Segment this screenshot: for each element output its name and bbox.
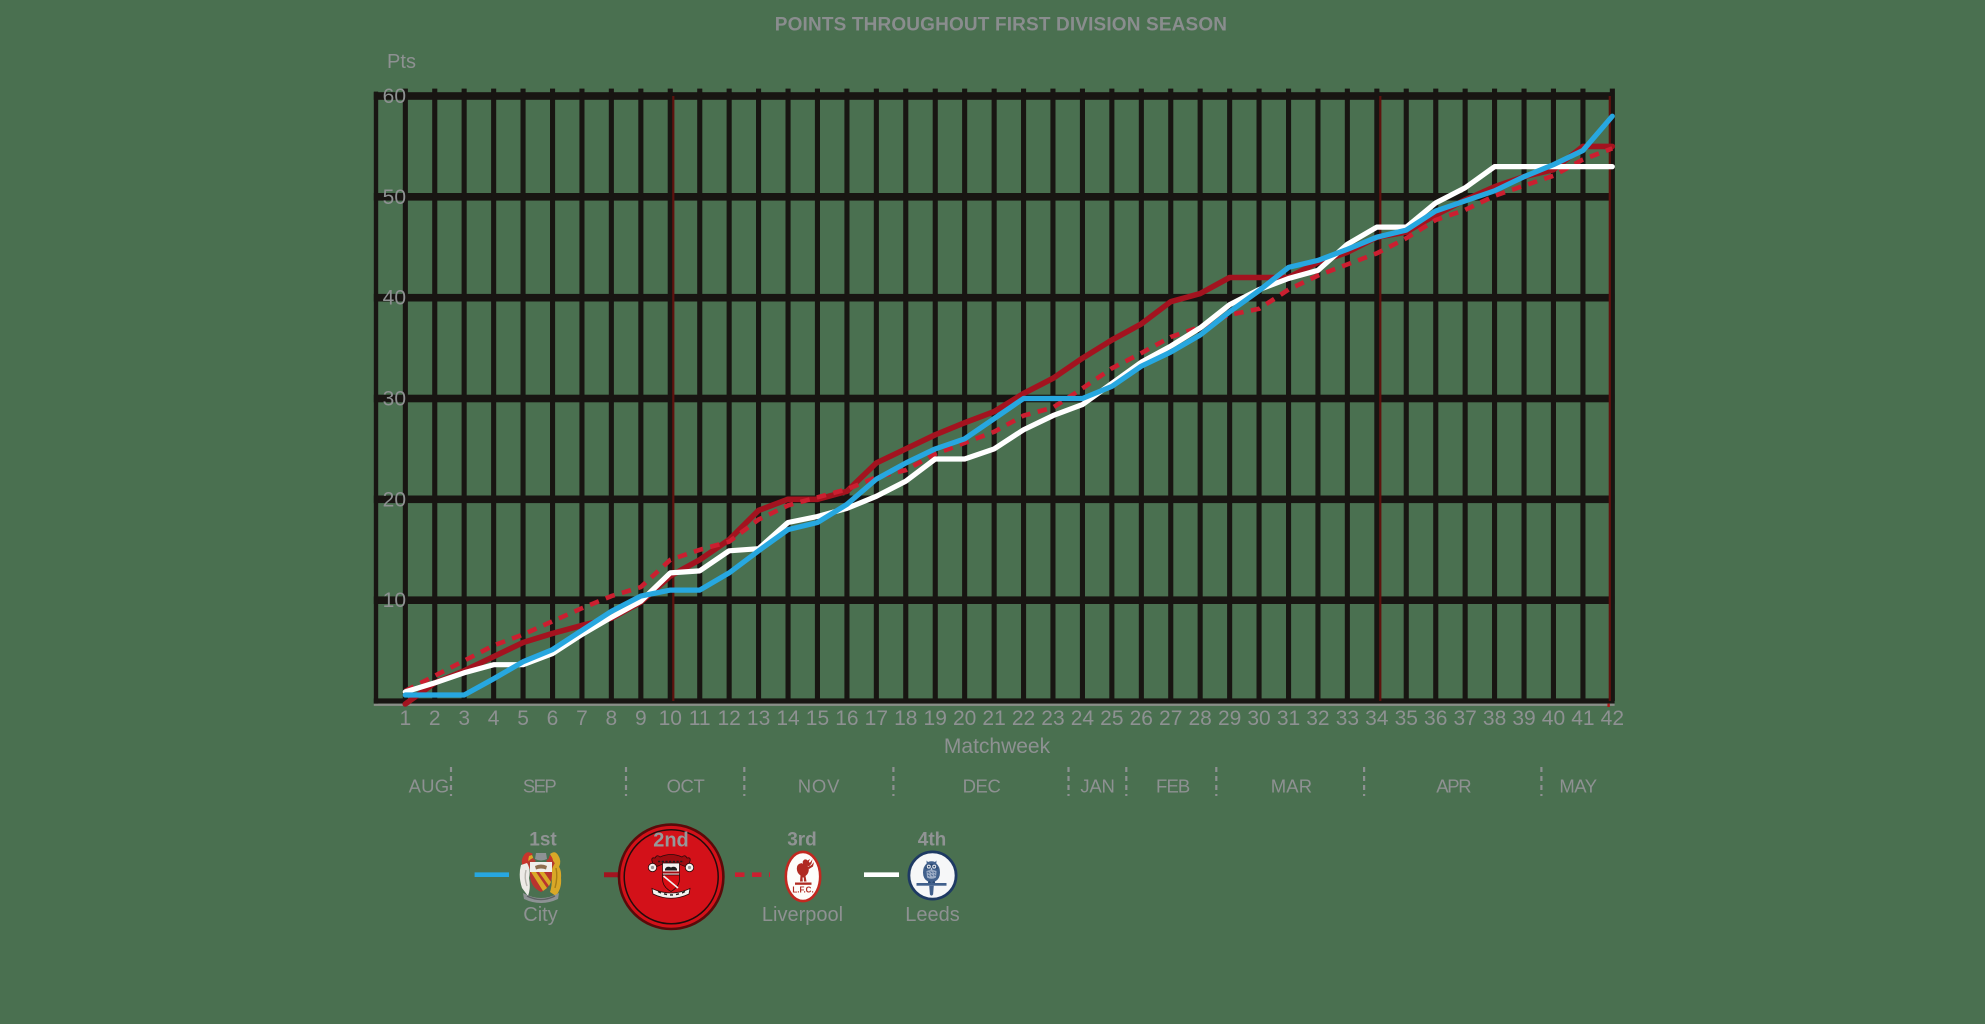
- svg-text:29: 29: [1218, 707, 1241, 730]
- svg-text:6: 6: [547, 707, 559, 730]
- svg-text:1st: 1st: [529, 830, 557, 851]
- svg-text:37: 37: [1453, 707, 1476, 730]
- svg-text:14: 14: [776, 707, 800, 730]
- svg-text:35: 35: [1395, 707, 1418, 730]
- svg-text:NOV: NOV: [798, 776, 841, 797]
- svg-text:15: 15: [806, 707, 829, 730]
- svg-text:5: 5: [517, 707, 529, 730]
- svg-text:7: 7: [576, 707, 588, 730]
- svg-text:Pts: Pts: [387, 51, 416, 73]
- svg-text:4: 4: [488, 707, 500, 730]
- svg-text:JAN: JAN: [1080, 776, 1114, 797]
- svg-text:APR: APR: [1436, 776, 1471, 797]
- svg-text:3rd: 3rd: [787, 830, 817, 851]
- svg-text:FEB: FEB: [1156, 776, 1190, 797]
- svg-text:34: 34: [1365, 707, 1389, 730]
- svg-text:Liverpool: Liverpool: [762, 904, 843, 926]
- svg-text:L.F.C.: L.F.C.: [792, 886, 813, 895]
- svg-text:38: 38: [1483, 707, 1506, 730]
- svg-text:4th: 4th: [918, 830, 947, 851]
- svg-text:41: 41: [1571, 707, 1594, 730]
- svg-text:Matchweek: Matchweek: [944, 735, 1051, 758]
- svg-text:30: 30: [383, 388, 406, 411]
- svg-text:POINTS THROUGHOUT FIRST DIVISI: POINTS THROUGHOUT FIRST DIVISION SEASON: [775, 15, 1227, 36]
- svg-text:23: 23: [1041, 707, 1064, 730]
- svg-text:25: 25: [1100, 707, 1123, 730]
- svg-text:9: 9: [635, 707, 647, 730]
- svg-text:Leeds: Leeds: [905, 904, 960, 926]
- svg-text:24: 24: [1071, 707, 1095, 730]
- svg-text:22: 22: [1012, 707, 1035, 730]
- svg-text:12: 12: [717, 707, 740, 730]
- svg-text:36: 36: [1424, 707, 1447, 730]
- svg-text:10: 10: [383, 589, 406, 612]
- svg-text:SEP: SEP: [523, 776, 556, 797]
- svg-text:18: 18: [894, 707, 917, 730]
- svg-text:3: 3: [458, 707, 470, 730]
- svg-text:8: 8: [606, 707, 618, 730]
- svg-text:40: 40: [1542, 707, 1565, 730]
- svg-text:30: 30: [1247, 707, 1270, 730]
- svg-text:16: 16: [835, 707, 858, 730]
- svg-text:60: 60: [383, 85, 406, 108]
- svg-text:32: 32: [1306, 707, 1329, 730]
- svg-text:17: 17: [865, 707, 888, 730]
- svg-text:20: 20: [383, 488, 406, 511]
- svg-text:39: 39: [1512, 707, 1535, 730]
- svg-text:50: 50: [383, 186, 406, 209]
- svg-text:DEC: DEC: [963, 776, 1001, 797]
- svg-text:City: City: [523, 904, 557, 926]
- svg-text:33: 33: [1336, 707, 1359, 730]
- svg-text:21: 21: [982, 707, 1005, 730]
- svg-text:11: 11: [689, 707, 711, 730]
- svg-text:MAR: MAR: [1271, 776, 1312, 797]
- svg-text:19: 19: [924, 707, 947, 730]
- svg-text:2: 2: [429, 707, 441, 730]
- svg-text:MAY: MAY: [1559, 776, 1596, 797]
- svg-text:28: 28: [1189, 707, 1212, 730]
- svg-text:27: 27: [1159, 707, 1182, 730]
- svg-text:31: 31: [1277, 707, 1300, 730]
- svg-text:OCT: OCT: [667, 776, 705, 797]
- svg-text:10: 10: [659, 707, 682, 730]
- svg-text:1: 1: [399, 707, 411, 730]
- svg-text:42: 42: [1601, 707, 1624, 730]
- svg-text:40: 40: [383, 287, 406, 310]
- svg-text:20: 20: [953, 707, 976, 730]
- svg-text:26: 26: [1130, 707, 1153, 730]
- svg-text:2nd: 2nd: [653, 830, 689, 852]
- svg-text:AUG: AUG: [409, 776, 450, 797]
- svg-text:13: 13: [747, 707, 770, 730]
